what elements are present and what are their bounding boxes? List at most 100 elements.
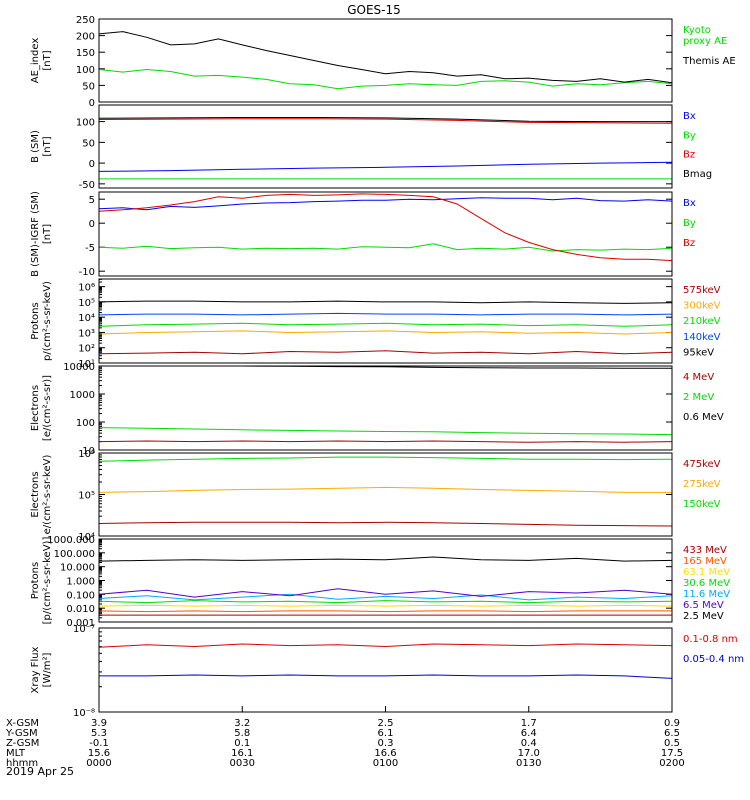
legend: Bx By Bz Bmag xyxy=(683,111,712,180)
y-tick-label: 10000 xyxy=(63,362,95,373)
panel-frame xyxy=(98,627,673,713)
x-row-value: 0030 xyxy=(230,758,255,769)
x-row-value: 0.9 xyxy=(664,718,680,729)
panel-frame xyxy=(98,104,673,189)
panel-frame xyxy=(98,278,673,364)
x-row-label: X-GSM xyxy=(6,718,39,729)
plot-title: GOES-15 xyxy=(347,3,401,17)
series-line-2-5-mev xyxy=(99,556,672,562)
panel-frame xyxy=(98,452,673,537)
y-tick-label: 10⁴ xyxy=(78,313,95,324)
y-tick-label: 0.001 xyxy=(66,618,95,629)
series-line-6-5-mev xyxy=(99,588,672,598)
y-tick-label: -5 xyxy=(85,243,95,254)
y-axis-label: [W/m²] xyxy=(42,652,53,687)
x-row-label: Y-GSM xyxy=(5,728,38,739)
y-tick-label: 250 xyxy=(76,15,95,26)
legend-entry: Bz xyxy=(683,238,695,249)
legend: 575keV 300keV 210keV 140keV 95keV xyxy=(683,285,721,358)
x-row-value: 16.1 xyxy=(231,748,253,759)
legend-entry: Kyoto xyxy=(683,25,711,36)
series-line-165-mev xyxy=(99,610,672,613)
date-label: 2019 Apr 25 xyxy=(6,765,74,778)
x-row-value: 1.7 xyxy=(521,718,537,729)
y-axis-label: B (SM) xyxy=(30,130,41,163)
legend-entry: Bz xyxy=(683,150,695,161)
panel-8: 10⁻⁸ 10⁻⁷ Xray Flux [W/m²] 0.1-0.8 nm 0.05-0.… xyxy=(30,624,744,719)
x-row-value: 15.6 xyxy=(88,748,110,759)
y-axis-label: Xray Flux xyxy=(30,646,41,693)
legend-entry: 275keV xyxy=(683,479,721,490)
y-tick-label: 1000 xyxy=(70,390,95,401)
legend: 475keV 275keV 150keV xyxy=(683,459,721,510)
y-axis-label: e/(cm²-s-sr-keV) xyxy=(42,455,53,535)
y-tick-label: 10 xyxy=(82,446,95,457)
legend-entry: 6.5 MeV xyxy=(683,600,724,611)
y-tick-label: 10⁻⁸ xyxy=(73,708,95,719)
x-row-value: 0.4 xyxy=(521,738,537,749)
series-line-140kev xyxy=(99,312,672,316)
y-tick-label: 1000.000 xyxy=(47,535,95,546)
panel-5: 10 100 1000 10000 Electrons [e/(cm²-s-sr)] 4 M… xyxy=(30,362,724,457)
y-axis-label: Electrons xyxy=(30,385,41,431)
series-line-bmag xyxy=(99,117,672,123)
panel-frame xyxy=(98,365,673,451)
y-tick-label: 10⁻⁷ xyxy=(73,624,95,635)
legend-entry: 150keV xyxy=(683,499,721,510)
y-tick-label: -10 xyxy=(79,267,95,278)
y-tick-label: 10⁶ xyxy=(78,449,95,460)
y-axis-label: [nT] xyxy=(42,136,53,156)
legend-entry: 63.1 MeV xyxy=(683,567,730,578)
legend: Bx By Bz xyxy=(683,198,696,249)
series-line-by xyxy=(99,243,672,252)
x-row-value: 17.5 xyxy=(661,748,683,759)
series-line-bx xyxy=(99,161,672,172)
panel-4: 10¹ 10² 10³ 10⁴ 10⁵ 10⁶ Protons p/(cm²-s-sr-keV… xyxy=(30,278,721,370)
legend-entry: 11.6 MeV xyxy=(683,589,730,600)
panel-7: 0.001 0.010 0.100 1.000 10.000 100.000 1000.00… xyxy=(30,535,730,629)
y-tick-label: 10² xyxy=(78,344,95,355)
legend-entry: 140keV xyxy=(683,332,721,343)
series-line-bz xyxy=(99,118,672,124)
legend-entry: 4 MeV xyxy=(683,372,714,383)
series-line-0-6-mev xyxy=(162,366,672,369)
legend-entry: Bmag xyxy=(683,169,712,180)
panel-3: -10 -5 0 5 B (SM)-IGRF (SM) [nT] Bx By Bz xyxy=(30,191,696,278)
panel-frame xyxy=(98,18,673,103)
y-tick-label: 0 xyxy=(89,98,95,109)
y-tick-label: 10³ xyxy=(78,328,95,339)
y-axis-label: Protons xyxy=(30,302,41,339)
series-line-30-6-mev xyxy=(99,600,672,604)
x-row-value: 17.0 xyxy=(518,748,540,759)
legend-entry: 0.05-0.4 nm xyxy=(683,654,744,665)
series-line-4-mev xyxy=(99,440,672,443)
y-tick-label: 10⁵ xyxy=(78,298,95,309)
series-line-150kev xyxy=(99,456,672,462)
y-tick-label: 0 xyxy=(89,219,95,230)
series-line-kyoto-proxy-ae xyxy=(99,68,672,90)
y-tick-label: 100 xyxy=(76,418,95,429)
legend: 4 MeV 2 MeV 0.6 MeV xyxy=(683,372,724,423)
y-tick-label: 10¹ xyxy=(78,359,95,370)
x-row-value: -0.1 xyxy=(89,738,109,749)
y-tick-label: 100 xyxy=(76,118,95,129)
legend-entry: 2 MeV xyxy=(683,392,714,403)
legend-entry: 95keV xyxy=(683,347,714,358)
x-row-value: 0100 xyxy=(373,758,398,769)
x-row-value: 0200 xyxy=(659,758,684,769)
y-tick-label: 1.000 xyxy=(66,577,95,588)
legend-entry: 0.6 MeV xyxy=(683,412,724,423)
y-axis-label: AE_index xyxy=(30,38,41,84)
x-row-value: 6.1 xyxy=(378,728,394,739)
series-line-275kev xyxy=(99,486,672,493)
y-tick-label: 10.000 xyxy=(60,563,95,574)
legend-entry: 165 MeV xyxy=(683,556,727,567)
legend-entry: proxy AE xyxy=(683,36,727,47)
series-line-0-1-0-8-nm xyxy=(99,643,672,648)
legend-entry: 2.5 MeV xyxy=(683,611,724,622)
x-row-value: 3.2 xyxy=(234,718,250,729)
